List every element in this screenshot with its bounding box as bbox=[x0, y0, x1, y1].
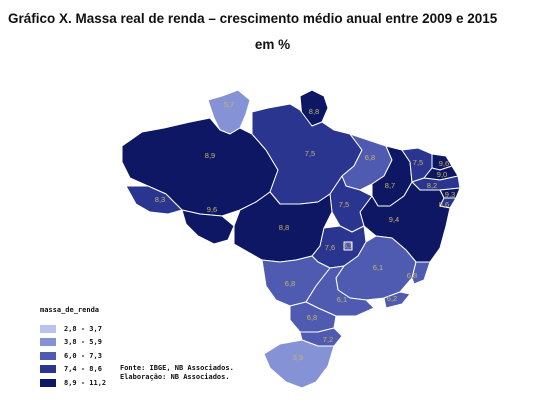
label-AC: 8,3 bbox=[155, 195, 165, 204]
label-BA: 9,4 bbox=[389, 215, 399, 224]
label-RR: 5,7 bbox=[224, 100, 234, 109]
source-line: Fonte: IBGE, NB Associados. bbox=[120, 364, 234, 372]
label-PR: 6,8 bbox=[307, 313, 317, 322]
label-PI: 8,7 bbox=[385, 181, 395, 190]
legend-swatch bbox=[40, 378, 56, 387]
legend-label: 3,8 - 5,9 bbox=[64, 338, 102, 347]
legend-label: 6,0 - 7,3 bbox=[64, 351, 102, 360]
label-PE: 8,2 bbox=[427, 181, 437, 190]
legend-item: 3,8 - 5,9 bbox=[40, 336, 106, 350]
legend-label: 2,8 - 3,7 bbox=[64, 324, 102, 333]
chart-subtitle: em % bbox=[254, 37, 291, 52]
chart-title: Gráfico X. Massa real de renda – crescim… bbox=[8, 11, 498, 26]
legend-label: 7,4 - 8,6 bbox=[64, 365, 102, 374]
label-MS: 6,8 bbox=[285, 279, 295, 288]
label-DF: 6,1 bbox=[343, 241, 353, 250]
label-AL: 9,3 bbox=[445, 190, 455, 199]
label-AP: 8,8 bbox=[309, 107, 319, 116]
label-MT: 8,8 bbox=[279, 223, 289, 232]
label-AM: 8,9 bbox=[205, 151, 215, 160]
label-MA: 6,8 bbox=[365, 153, 375, 162]
legend-item: 8,9 - 11,2 bbox=[40, 376, 106, 390]
legend-swatch bbox=[40, 351, 56, 360]
state-RR bbox=[207, 89, 251, 135]
legend-title: massa_de_renda bbox=[40, 306, 100, 314]
legend-swatch bbox=[40, 365, 56, 374]
label-TO: 7,5 bbox=[339, 200, 349, 209]
label-RO: 9,6 bbox=[207, 205, 217, 214]
state-MA bbox=[341, 133, 393, 191]
legend-swatch bbox=[40, 338, 56, 347]
label-SE: 8,6 bbox=[439, 200, 449, 209]
state-ES bbox=[411, 261, 431, 285]
label-GO: 7,6 bbox=[325, 243, 335, 252]
legend: 2,8 - 3,7 3,8 - 5,9 6,0 - 7,3 7,4 - 8,6 … bbox=[40, 322, 106, 390]
label-MG: 6,1 bbox=[373, 263, 383, 272]
label-CE: 7,5 bbox=[413, 158, 423, 167]
label-SP: 6,1 bbox=[337, 295, 347, 304]
credit-line: Elaboração: NB Associados. bbox=[120, 373, 230, 381]
state-RO bbox=[181, 209, 235, 245]
label-SC: 7,2 bbox=[323, 335, 333, 344]
legend-item: 7,4 - 8,6 bbox=[40, 363, 106, 377]
label-RJ: 6,2 bbox=[387, 294, 397, 303]
legend-item: 6,0 - 7,3 bbox=[40, 349, 106, 363]
legend-item: 2,8 - 3,7 bbox=[40, 322, 106, 336]
legend-swatch bbox=[40, 324, 56, 333]
state-DF bbox=[343, 241, 353, 251]
legend-label: 8,9 - 11,2 bbox=[64, 378, 107, 387]
state-RJ bbox=[383, 291, 411, 309]
source-note: Fonte: IBGE, NB Associados. Elaboração: … bbox=[120, 364, 234, 382]
label-PB: 9,0 bbox=[437, 170, 447, 179]
label-RN: 9,6 bbox=[439, 159, 449, 168]
state-RS bbox=[263, 339, 335, 389]
state-AC bbox=[125, 185, 183, 215]
label-ES: 6,8 bbox=[407, 271, 417, 280]
label-RS: 3,9 bbox=[293, 353, 303, 362]
label-PA: 7,5 bbox=[305, 149, 315, 158]
